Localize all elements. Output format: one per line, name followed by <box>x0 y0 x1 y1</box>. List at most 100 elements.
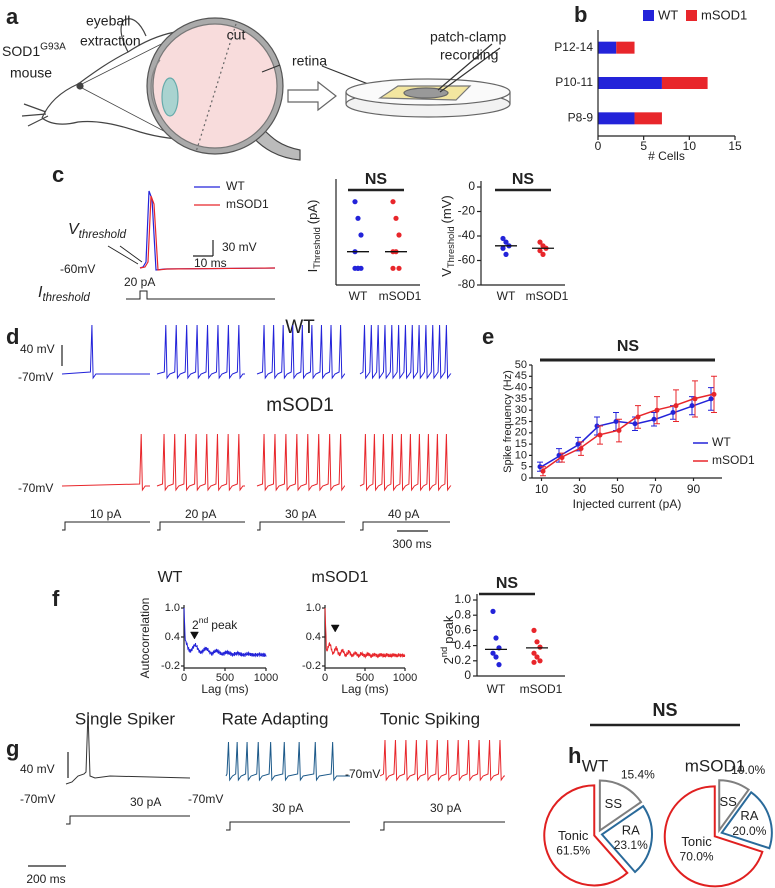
category-label: P8-9 <box>568 111 594 125</box>
y-axis-label-part: peak <box>441 615 456 644</box>
y-axis-label-part: nd <box>439 647 449 657</box>
data-point <box>355 215 361 221</box>
slice-value: 15.4% <box>621 767 655 781</box>
y-tick-label: -0.2 <box>161 660 180 672</box>
legend-label: WT <box>658 7 678 22</box>
y-tick-label: -60 <box>458 253 476 267</box>
recording-label: recording <box>440 47 498 63</box>
panel-label: b <box>574 2 587 27</box>
series-line <box>541 393 713 472</box>
data-point <box>490 650 496 656</box>
y-axis-label-part: (mV) <box>439 195 454 223</box>
lens <box>161 77 179 117</box>
group-title: WT <box>285 317 315 338</box>
y-axis-label: Autocorrelation <box>138 598 152 679</box>
stimulus <box>360 521 450 531</box>
data-point <box>352 199 358 205</box>
resting-label: -60mV <box>60 262 95 276</box>
current-label: 10 pA <box>90 507 121 521</box>
x-axis-label: Lag (ms) <box>341 682 388 696</box>
trace <box>359 433 452 492</box>
trace <box>61 324 150 380</box>
resting-label: -70mV <box>18 481 53 495</box>
y-tick-label: -80 <box>458 277 476 291</box>
y-axis-label-part: (pA) <box>305 200 320 225</box>
legend-swatch <box>643 10 654 21</box>
pointer <box>107 245 143 265</box>
x-tick-label: 0 <box>322 672 328 684</box>
y-tick-label: 10 <box>515 449 527 461</box>
x-tick-label: WT <box>487 682 506 696</box>
resting-label: -70mV <box>20 792 55 806</box>
trace <box>156 324 245 380</box>
data-point <box>500 235 506 242</box>
data-point <box>531 659 537 665</box>
x-tick-label: 0 <box>595 139 602 153</box>
stimulus <box>380 821 505 831</box>
whiskers <box>21 103 49 127</box>
x-axis-label: Lag (ms) <box>201 682 248 696</box>
data-point <box>708 396 714 402</box>
y-tick-label: 50 <box>515 359 527 371</box>
eyeball-label: eyeball <box>86 13 130 29</box>
significance-label: NS <box>365 171 388 188</box>
x-tick-label: 70 <box>649 482 663 496</box>
data-point <box>396 265 402 271</box>
peak-marker <box>190 631 199 640</box>
data-point <box>390 265 396 271</box>
y-tick-label: 1.0 <box>454 592 471 606</box>
slice-value: 10.0% <box>731 763 765 777</box>
x-tick-label: 5 <box>640 139 647 153</box>
pie-title: WT <box>582 756 608 775</box>
mouse-outline <box>41 18 201 141</box>
data-point <box>578 446 584 452</box>
cell-type-title: Rate Adapting <box>222 709 329 728</box>
trace <box>359 324 452 380</box>
y-tick-label: -40 <box>458 228 476 242</box>
significance-label: NS <box>617 338 640 355</box>
y-tick-label: 0.6 <box>454 623 471 637</box>
x-tick-label: 500 <box>216 672 234 684</box>
y-tick-label: 0 <box>464 668 471 682</box>
data-point <box>654 407 660 413</box>
data-point <box>393 215 399 221</box>
data-point <box>534 639 540 645</box>
scale-label: 30 mV <box>222 240 257 254</box>
data-point <box>559 455 565 461</box>
trace <box>156 433 245 492</box>
process-arrow <box>287 80 337 112</box>
dish-wall <box>345 92 511 104</box>
data-point <box>355 265 361 271</box>
y-tick-label: 40 <box>515 382 527 394</box>
current-label: 30 pA <box>272 801 303 815</box>
current-label: 40 pA <box>388 507 419 521</box>
data-point <box>597 432 603 438</box>
trace <box>256 324 346 380</box>
y-tick-label: 0 <box>468 179 475 193</box>
legend-label: WT <box>226 179 245 193</box>
strain: SOD1G93A <box>2 41 66 59</box>
resting-label: -70mV <box>18 370 53 384</box>
stimulus <box>126 290 275 300</box>
plot-title: mSOD1 <box>312 569 369 586</box>
y-tick-label: 1.0 <box>165 602 180 614</box>
mouse-eye <box>76 82 84 90</box>
x-tick-label: WT <box>349 289 368 303</box>
peak-marker <box>330 624 340 633</box>
trace <box>324 607 406 659</box>
data-point <box>689 403 695 409</box>
x-tick-label: 0 <box>181 672 187 684</box>
peak-label-part: nd <box>199 615 209 625</box>
x-tick-label: 10 <box>535 482 549 496</box>
slice-label: SS <box>605 796 623 811</box>
trace <box>225 741 350 782</box>
slice-label: RA <box>740 808 758 823</box>
cell-type-title: Tonic Spiking <box>380 709 480 728</box>
data-point <box>531 627 537 634</box>
x-tick-label: 30 <box>573 482 587 496</box>
data-point <box>673 403 679 409</box>
panel-label: a <box>6 4 19 29</box>
data-point <box>500 245 506 251</box>
significance-label: NS <box>496 575 519 592</box>
